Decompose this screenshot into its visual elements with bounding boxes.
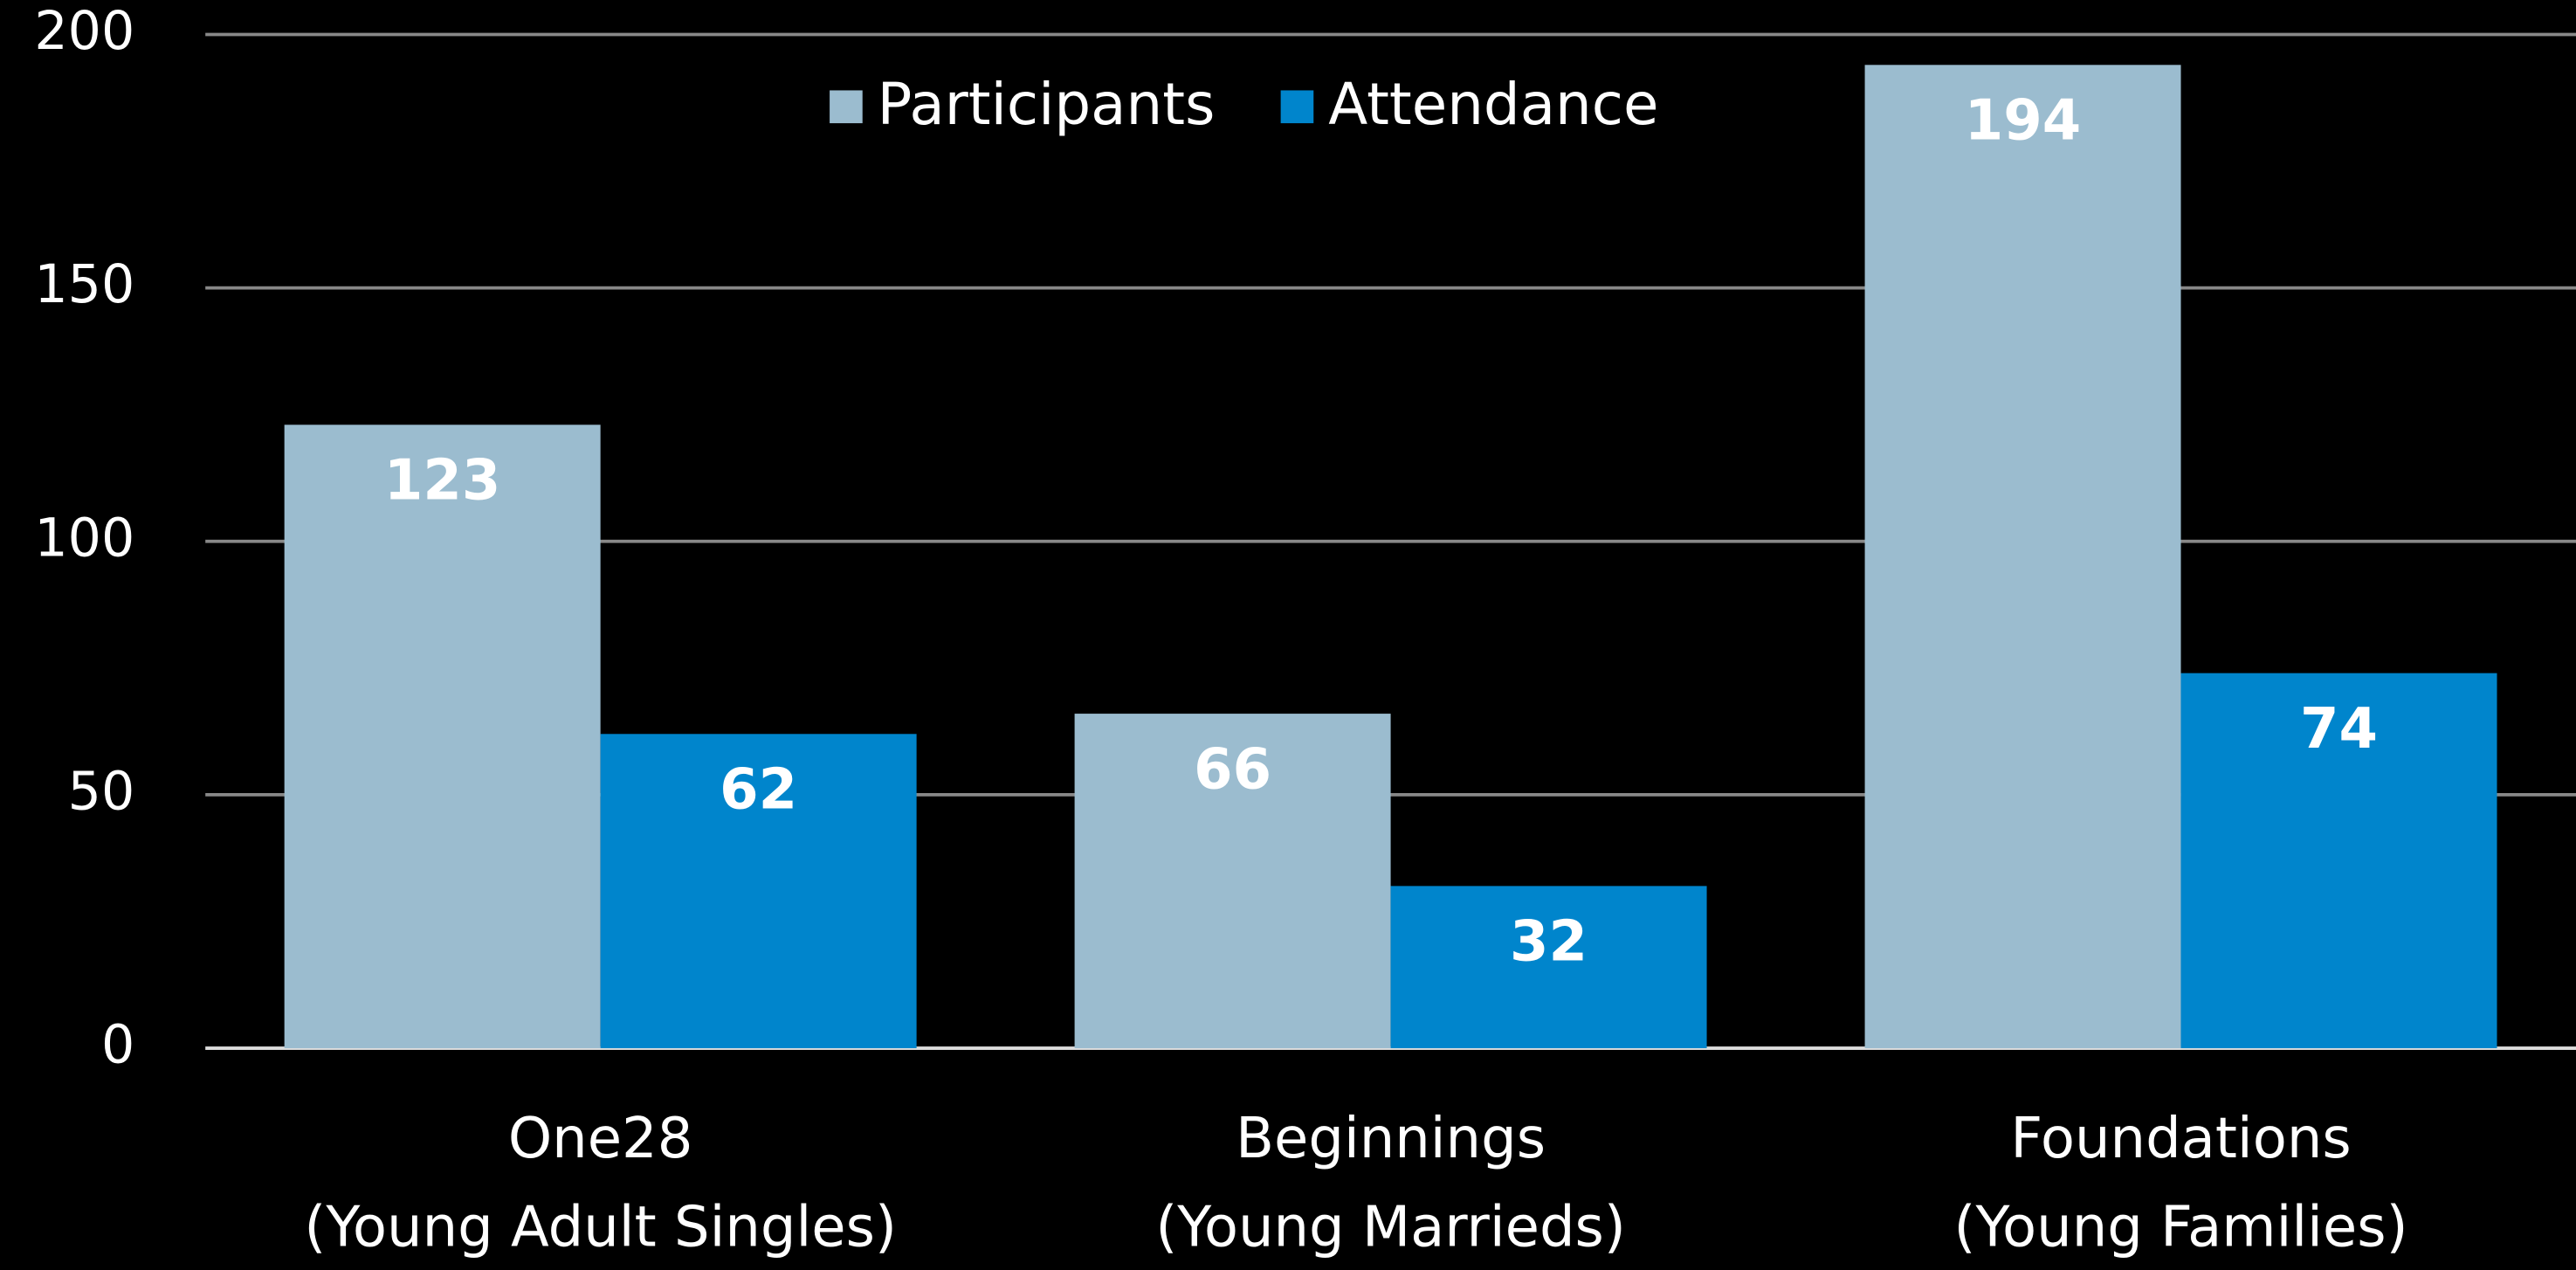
bar (1864, 65, 2181, 1049)
y-tick-label: 100 (34, 507, 134, 569)
x-tick-label: (Young Adult Singles) (304, 1195, 897, 1260)
x-tick-label: (Young Families) (1954, 1195, 2408, 1260)
data-label: 62 (720, 758, 797, 823)
y-tick-label: 150 (34, 254, 134, 315)
legend-swatch (1280, 90, 1314, 124)
bar (600, 734, 917, 1049)
data-label: 123 (384, 449, 501, 514)
bar (1390, 886, 1707, 1049)
y-tick-label: 0 (101, 1015, 134, 1076)
x-tick-label: One28 (508, 1107, 693, 1171)
data-label: 66 (1194, 737, 1271, 802)
x-tick-label: Foundations (2010, 1107, 2351, 1171)
data-label: 194 (1965, 89, 2082, 154)
legend-label: Participants (878, 71, 1216, 138)
bar (1074, 714, 1391, 1049)
bar (284, 424, 601, 1049)
x-tick-label: Beginnings (1236, 1107, 1546, 1171)
x-tick-label: (Young Marrieds) (1155, 1195, 1626, 1260)
data-label: 74 (2300, 697, 2378, 762)
legend-swatch (830, 90, 863, 124)
bar (2180, 673, 2497, 1049)
y-tick-label: 50 (68, 762, 135, 823)
data-label: 32 (1510, 910, 1588, 975)
y-tick-label: 200 (34, 1, 134, 62)
legend-label: Attendance (1328, 71, 1658, 138)
